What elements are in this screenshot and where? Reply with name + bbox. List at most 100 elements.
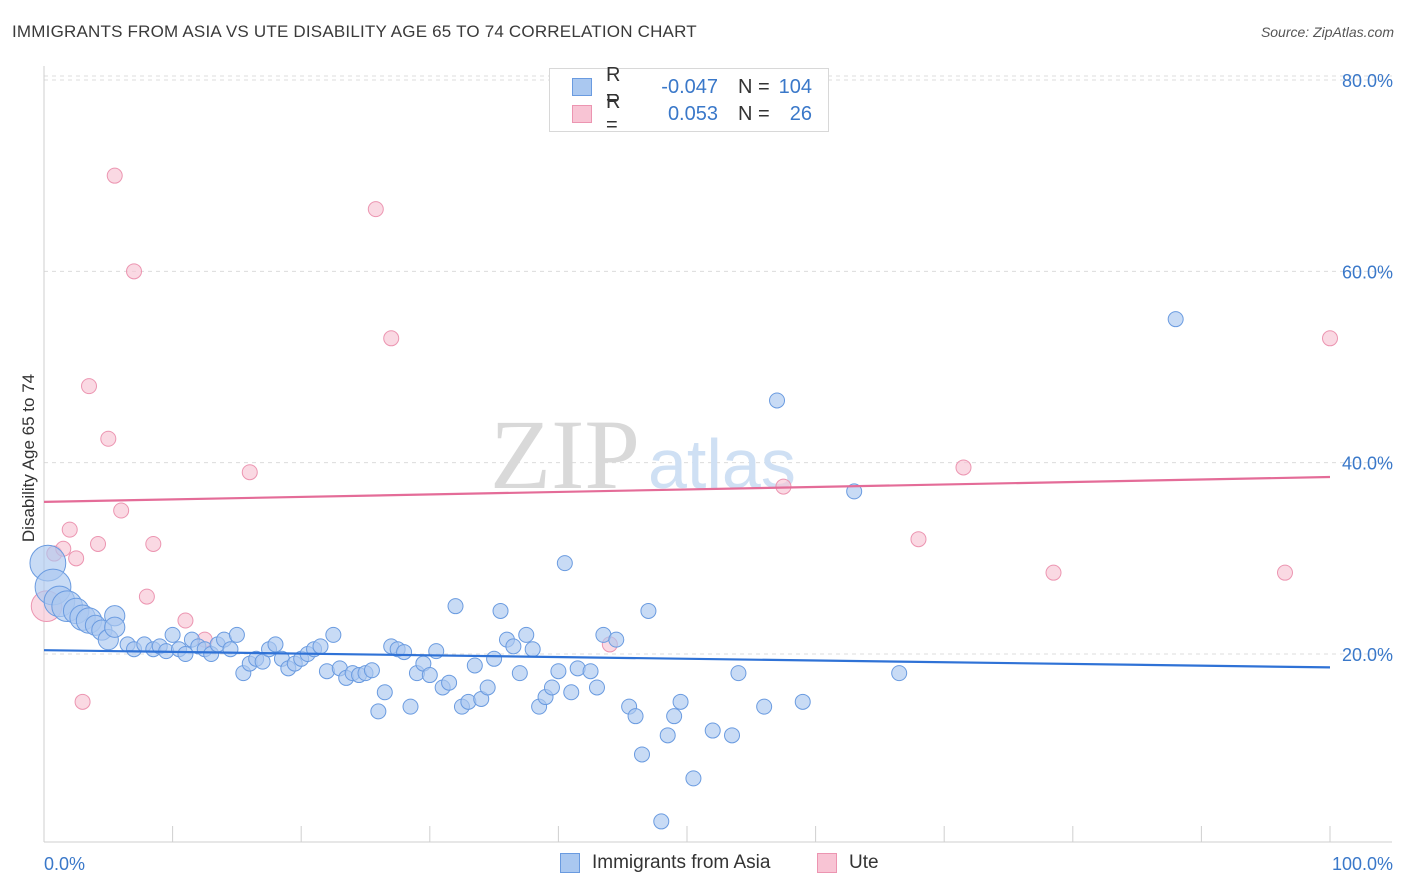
asia-point <box>370 703 387 720</box>
x-tick-label: 100.0% <box>1332 854 1393 874</box>
asia-point <box>1167 311 1184 328</box>
bottom-legend: Immigrants from Asia Ute <box>0 852 1406 878</box>
asia-point <box>441 674 458 691</box>
ute-point <box>106 167 123 184</box>
asia-point <box>104 616 126 638</box>
asia-point <box>653 813 670 830</box>
legend-r-value: 0.053 <box>667 102 718 125</box>
ute-point <box>1322 330 1338 347</box>
asia-point <box>756 698 773 715</box>
bottom-legend-label-ute: Ute <box>849 852 879 873</box>
ute-point <box>138 588 155 605</box>
asia-point <box>511 665 528 682</box>
asia-point <box>640 602 657 619</box>
asia-point <box>704 722 721 739</box>
legend-r-value: -0.047 <box>661 75 718 98</box>
legend-n-value: 104 <box>778 75 812 98</box>
asia-point <box>447 598 464 615</box>
asia-point <box>730 665 747 682</box>
asia-point <box>396 644 413 661</box>
ute-point <box>81 378 98 395</box>
ute-point <box>910 531 927 548</box>
ute-point <box>126 263 143 280</box>
asia-point <box>479 679 496 696</box>
y-tick-label: 40.0% <box>1342 454 1393 474</box>
asia-point <box>582 663 599 680</box>
chart-title: IMMIGRANTS FROM ASIA VS UTE DISABILITY A… <box>12 22 697 41</box>
asia-point <box>666 708 683 725</box>
legend-n-label: N = <box>738 75 770 98</box>
ute-point <box>177 612 194 629</box>
asia-point <box>164 626 181 643</box>
asia-point <box>325 626 342 643</box>
ute-point <box>383 330 400 347</box>
bottom-legend-asia: Immigrants from Asia <box>560 852 770 874</box>
chart-source: Source: ZipAtlas.com <box>1260 24 1394 40</box>
legend-swatch-asia <box>572 78 592 96</box>
ute-point <box>100 430 117 447</box>
watermark-atlas: atlas <box>648 425 796 503</box>
asia-point <box>524 641 541 658</box>
ute-point <box>90 535 107 552</box>
asia-point <box>608 631 625 648</box>
legend-r-label: R = <box>606 64 621 109</box>
asia-point <box>633 746 650 763</box>
asia-point <box>492 602 509 619</box>
asia-point <box>312 638 329 655</box>
labels-layer: 20.0% 40.0% 60.0% 80.0% 0.0% 100.0% Disability… <box>19 71 1393 874</box>
ute-point <box>367 201 384 218</box>
legend-row-asia: R = -0.047 N = 104 <box>572 64 812 109</box>
asia-point <box>267 636 284 653</box>
y-tick-label: 60.0% <box>1342 262 1393 282</box>
asia-point <box>627 708 644 725</box>
ute-point <box>1045 564 1062 581</box>
asia-point <box>794 693 811 710</box>
x-tick-label: 0.0% <box>44 854 85 874</box>
asia-point <box>222 641 239 658</box>
asia-point <box>466 657 483 674</box>
asia-point <box>724 727 741 744</box>
asia-point <box>518 626 535 643</box>
asia-point <box>505 638 522 655</box>
legend-n-value: 26 <box>789 102 812 125</box>
asia-point <box>228 626 245 643</box>
ute-point <box>145 535 162 552</box>
asia-point <box>556 555 573 572</box>
bottom-legend-label-asia: Immigrants from Asia <box>592 852 771 873</box>
legend-swatch-ute <box>572 105 592 123</box>
asia-point <box>363 662 380 679</box>
asia-point <box>769 392 786 409</box>
ute-point <box>1276 564 1293 581</box>
asia-point <box>891 665 908 682</box>
ute-point <box>241 464 258 481</box>
ute-point <box>955 459 972 476</box>
grid-layer <box>44 75 1392 655</box>
bottom-legend-swatch-ute <box>817 853 837 873</box>
legend-r-label: R = <box>606 91 621 136</box>
y-tick-label: 80.0% <box>1342 71 1393 91</box>
trend-layer <box>43 475 1331 669</box>
asia-point <box>672 693 689 710</box>
asia-point <box>563 684 580 701</box>
asia-point <box>659 727 676 744</box>
legend-n-label: N = <box>738 102 770 125</box>
axes-layer <box>43 66 1392 843</box>
asia-point <box>486 650 503 667</box>
asia-point <box>376 684 393 701</box>
ute-point <box>113 502 130 519</box>
y-axis-label: Disability Age 65 to 74 <box>19 374 38 542</box>
bottom-legend-swatch-asia <box>560 853 580 873</box>
points-layer <box>29 167 1338 830</box>
ute-point <box>74 693 91 710</box>
ute-point <box>68 550 85 567</box>
ute-trend-line <box>43 475 1331 503</box>
legend-row-ute: R = 0.053 N = 26 <box>572 91 812 136</box>
ute-point <box>61 521 78 538</box>
asia-point <box>685 770 702 787</box>
asia-point <box>543 679 560 696</box>
asia-trend-line <box>43 649 1331 669</box>
asia-point <box>588 679 605 696</box>
asia-point <box>402 698 419 715</box>
asia-point <box>421 667 438 684</box>
